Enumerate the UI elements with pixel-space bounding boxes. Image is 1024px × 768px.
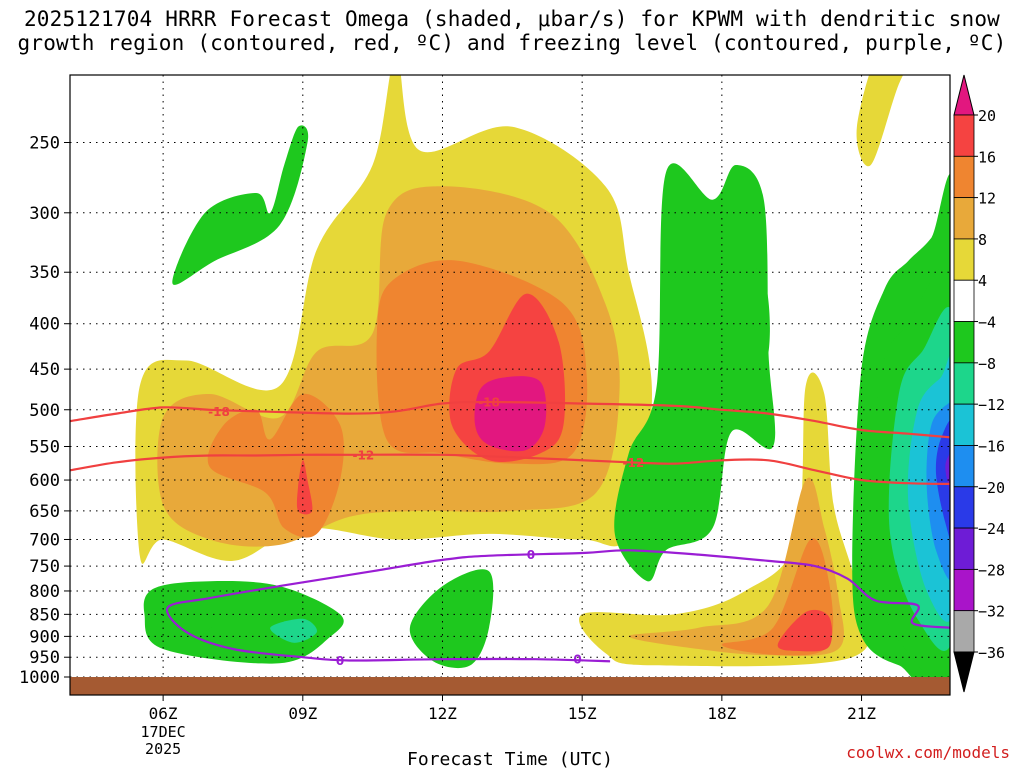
dendritic-contour-1-label-1: -12: [623, 456, 645, 470]
colorbar-bottom-arrow: [953, 651, 975, 693]
colorbar-label-2: 12: [978, 190, 996, 208]
colorbar-label-12: −32: [978, 603, 1005, 621]
colorbar-bin-1: [953, 114, 975, 157]
colorbar-bin-last: [953, 610, 975, 653]
xtick-label-21Z: 21Z: [847, 704, 876, 723]
ytick-label-500: 500: [29, 401, 60, 421]
ytick-label-800: 800: [29, 582, 60, 602]
omega-region-5: [296, 460, 313, 515]
terrain-ground: [70, 677, 950, 695]
colorbar-label-1: 16: [978, 148, 996, 166]
omega-negative-region-0: [172, 125, 309, 285]
colorbar: 20 16 12 8 4 −4 −8 −12 −16 −20 −24 −28 −32 −36: [953, 74, 1005, 693]
plot-frame: [69, 74, 951, 696]
xtick-label-09Z: 09Z: [288, 704, 317, 723]
ytick-label-850: 850: [29, 605, 60, 625]
colorbar-bin-9: [953, 445, 975, 488]
colorbar-bin-10: [953, 486, 975, 529]
colorbar-bin-8: [953, 403, 975, 446]
dendritic-contour-0-line: [70, 400, 950, 439]
omega-region-6: [474, 376, 547, 452]
xtick-label-15Z: 15Z: [568, 704, 597, 723]
colorbar-bin-3: [953, 197, 975, 240]
colorbar-label-11: −28: [978, 561, 1005, 579]
colorbar-label-7: −12: [978, 396, 1005, 414]
colorbar-label-13: −36: [978, 644, 1005, 662]
ytick-label-600: 600: [29, 471, 60, 491]
ytick-label-400: 400: [29, 315, 60, 335]
ytick-label-900: 900: [29, 627, 60, 647]
ytick-label-250: 250: [29, 134, 60, 154]
chart-title-line-1: 2025121704 HRRR Forecast Omega (shaded, …: [23, 7, 1001, 31]
xtick-label-12Z: 12Z: [428, 704, 457, 723]
omega-negative-region-13: [935, 420, 950, 540]
dendritic-contour-0-label-0: -18: [208, 405, 230, 419]
omega-region-11: [856, 75, 904, 167]
omega-negative-region-5: [437, 616, 462, 648]
xtick-label-06Z: 06Z: [149, 704, 178, 723]
ytick-label-350: 350: [29, 263, 60, 283]
omega-negative-region-7: [665, 265, 770, 377]
ytick-label-450: 450: [29, 360, 60, 380]
omega-region-10: [777, 609, 833, 652]
ytick-label-650: 650: [29, 502, 60, 522]
ytick-label-300: 300: [29, 204, 60, 224]
freezing-level-label-0: 0: [336, 654, 344, 668]
ytick-label-1000: 1000: [19, 668, 60, 688]
ytick-label-550: 550: [29, 437, 60, 457]
xtick-sublabel-1: 2025: [145, 740, 181, 758]
freezing-level-label-2: 0: [573, 653, 581, 667]
freezing-level-label-1: 0: [527, 548, 535, 562]
xtick-label-18Z: 18Z: [707, 704, 736, 723]
dendritic-contour-0-label-1: -18: [478, 395, 500, 409]
colorbar-bin-4: [953, 238, 975, 281]
dendritic-contour-1-line: [70, 453, 950, 485]
xtick-sublabel-0: 17DEC: [141, 723, 186, 741]
colorbar-bin-11: [953, 527, 975, 570]
colorbar-bin-7: [953, 362, 975, 405]
colorbar-label-4: 4: [978, 272, 987, 290]
ytick-label-950: 950: [29, 648, 60, 668]
colorbar-bin-12: [953, 568, 975, 612]
colorbar-label-8: −16: [978, 437, 1005, 455]
colorbar-label-6: −8: [978, 355, 996, 373]
ytick-label-700: 700: [29, 530, 60, 550]
omega-shading: [135, 75, 950, 695]
colorbar-bin-2: [953, 155, 975, 199]
freezing-level-line: [165, 549, 950, 663]
colorbar-label-10: −24: [978, 520, 1005, 538]
colorbar-bin-5: [953, 279, 975, 322]
axes: 2503003504004505005506006507007508008509…: [19, 134, 876, 759]
colorbar-label-3: 8: [978, 231, 987, 249]
colorbar-label-9: −20: [978, 479, 1005, 497]
colorbar-bin-6: [953, 321, 975, 364]
colorbar-top-arrow: [953, 74, 975, 116]
dendritic-contour-1-label-0: -12: [352, 448, 374, 462]
contour-lines: -18 -18 -12 -12 0 0 0: [70, 395, 950, 668]
colorbar-label-0: 20: [978, 107, 996, 125]
chart-title-line-2: growth region (contoured, red, ºC) and f…: [17, 31, 1007, 55]
x-axis-label: Forecast Time (UTC): [407, 749, 613, 768]
ytick-label-750: 750: [29, 557, 60, 577]
colorbar-label-5: −4: [978, 314, 996, 332]
credit-text: coolwx.com/models: [846, 743, 1010, 762]
